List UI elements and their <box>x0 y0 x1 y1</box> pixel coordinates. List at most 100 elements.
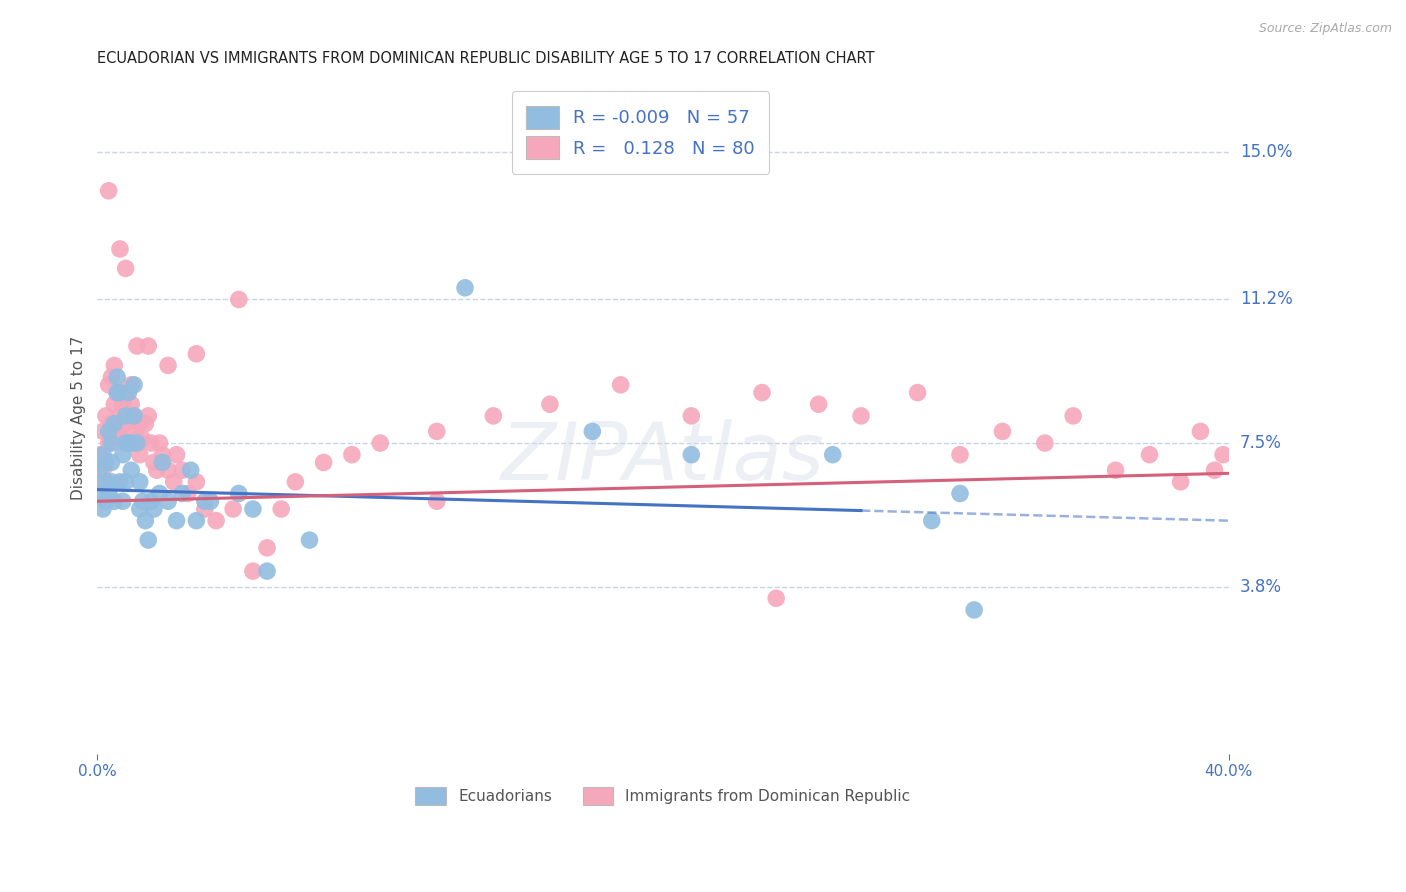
Text: ZIPAtlas: ZIPAtlas <box>501 419 825 497</box>
Point <box>111 397 134 411</box>
Point <box>426 425 449 439</box>
Point <box>228 486 250 500</box>
Point <box>114 436 136 450</box>
Point <box>122 425 145 439</box>
Point <box>1170 475 1192 489</box>
Point <box>103 397 125 411</box>
Point <box>120 377 142 392</box>
Point <box>105 385 128 400</box>
Point <box>200 494 222 508</box>
Point <box>136 339 159 353</box>
Point <box>1062 409 1084 423</box>
Point <box>949 448 972 462</box>
Point <box>128 417 150 431</box>
Point <box>340 448 363 462</box>
Point <box>97 436 120 450</box>
Point <box>157 494 180 508</box>
Point <box>91 425 114 439</box>
Point <box>681 448 703 462</box>
Point <box>1212 448 1234 462</box>
Point <box>368 436 391 450</box>
Point <box>131 494 153 508</box>
Point <box>114 385 136 400</box>
Point <box>128 502 150 516</box>
Point <box>142 502 165 516</box>
Point <box>807 397 830 411</box>
Point <box>849 409 872 423</box>
Point <box>1139 448 1161 462</box>
Point <box>117 385 139 400</box>
Point <box>125 432 148 446</box>
Point <box>108 425 131 439</box>
Point <box>108 242 131 256</box>
Point <box>114 261 136 276</box>
Point <box>111 494 134 508</box>
Point <box>821 448 844 462</box>
Point <box>1204 463 1226 477</box>
Point <box>454 281 477 295</box>
Point <box>105 370 128 384</box>
Point <box>1104 463 1126 477</box>
Point <box>105 425 128 439</box>
Point <box>103 494 125 508</box>
Point <box>205 514 228 528</box>
Point <box>114 417 136 431</box>
Point <box>89 448 111 462</box>
Point <box>134 417 156 431</box>
Point <box>103 417 125 431</box>
Point <box>163 475 186 489</box>
Point <box>111 448 134 462</box>
Point <box>100 417 122 431</box>
Point <box>312 455 335 469</box>
Point <box>89 486 111 500</box>
Point <box>991 425 1014 439</box>
Point <box>94 455 117 469</box>
Text: Source: ZipAtlas.com: Source: ZipAtlas.com <box>1258 22 1392 36</box>
Point <box>125 339 148 353</box>
Point <box>609 377 631 392</box>
Point <box>100 370 122 384</box>
Point <box>1189 425 1212 439</box>
Point <box>186 514 208 528</box>
Point <box>114 409 136 423</box>
Legend: Ecuadorians, Immigrants from Dominican Republic: Ecuadorians, Immigrants from Dominican R… <box>408 779 918 813</box>
Point <box>222 502 245 516</box>
Point <box>122 409 145 423</box>
Point <box>228 293 250 307</box>
Point <box>117 436 139 450</box>
Point <box>242 564 264 578</box>
Point <box>136 409 159 423</box>
Point <box>134 514 156 528</box>
Point <box>152 448 174 462</box>
Point <box>89 475 111 489</box>
Point <box>157 359 180 373</box>
Point <box>142 455 165 469</box>
Point <box>103 359 125 373</box>
Point <box>194 494 217 508</box>
Point <box>105 385 128 400</box>
Point <box>120 397 142 411</box>
Point <box>186 347 208 361</box>
Point <box>94 475 117 489</box>
Point <box>108 385 131 400</box>
Point <box>131 432 153 446</box>
Point <box>751 385 773 400</box>
Point <box>97 377 120 392</box>
Y-axis label: Disability Age 5 to 17: Disability Age 5 to 17 <box>72 335 86 500</box>
Point <box>242 502 264 516</box>
Point <box>114 475 136 489</box>
Point <box>270 502 292 516</box>
Point <box>97 486 120 500</box>
Point <box>907 385 929 400</box>
Point <box>91 502 114 516</box>
Point <box>963 603 986 617</box>
Point <box>125 436 148 450</box>
Point <box>298 533 321 547</box>
Point <box>120 436 142 450</box>
Text: 3.8%: 3.8% <box>1240 578 1282 596</box>
Point <box>97 425 120 439</box>
Point <box>97 184 120 198</box>
Point <box>426 494 449 508</box>
Point <box>117 436 139 450</box>
Point <box>538 397 561 411</box>
